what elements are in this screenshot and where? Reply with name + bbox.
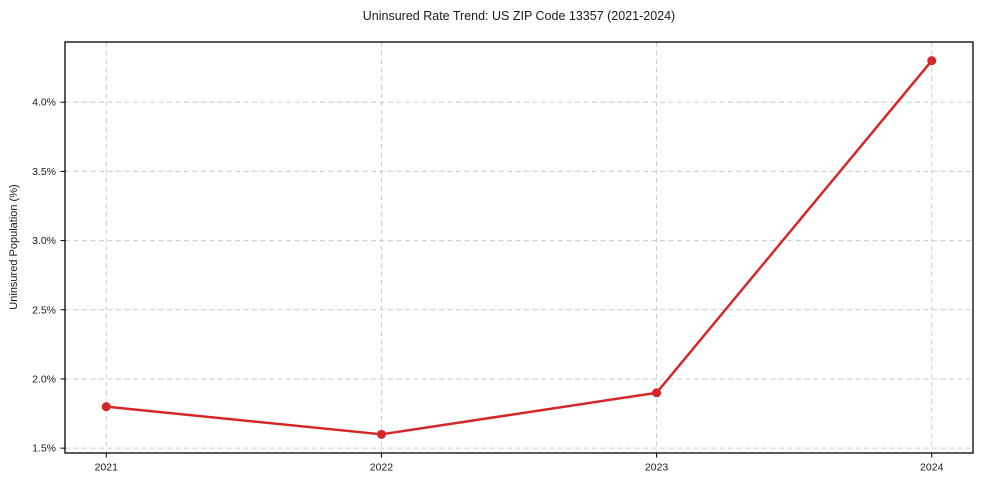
data-point-marker <box>652 388 662 398</box>
y-tick-label: 3.0% <box>32 235 56 247</box>
data-point-marker <box>101 402 111 412</box>
y-tick-label: 2.5% <box>32 304 56 316</box>
y-tick-label: 2.0% <box>32 373 56 385</box>
y-tick-label: 1.5% <box>32 443 56 455</box>
y-tick-label: 3.5% <box>32 166 56 178</box>
trend-line <box>105 59 933 436</box>
x-tick-label: 2023 <box>645 462 669 474</box>
x-tick-label: 2022 <box>370 462 394 474</box>
data-point-marker <box>927 56 937 66</box>
x-tick-label: 2024 <box>920 462 944 474</box>
chart-title: Uninsured Rate Trend: US ZIP Code 13357 … <box>362 9 676 23</box>
y-tick-label: 4.0% <box>32 97 56 109</box>
data-point-marker <box>376 429 386 439</box>
x-tick-label: 2021 <box>95 462 119 474</box>
plot-border <box>64 41 974 454</box>
